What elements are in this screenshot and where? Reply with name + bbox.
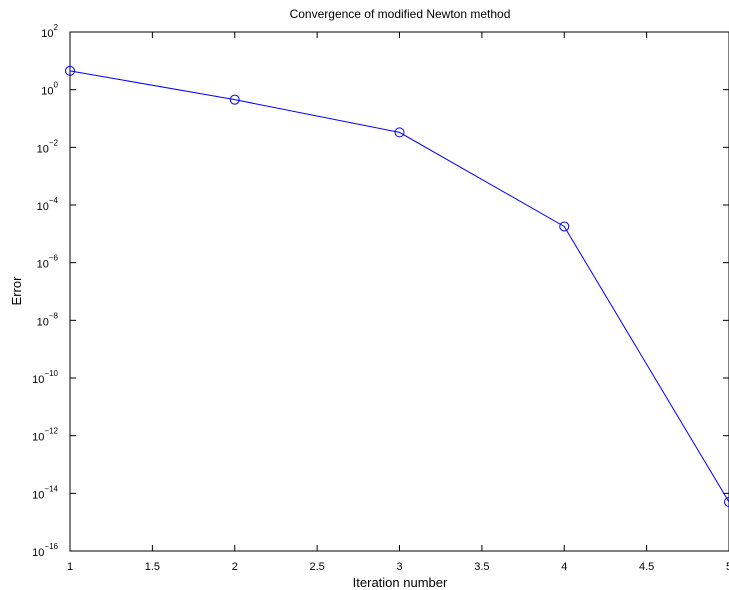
y-tick-exponent: −14 <box>44 484 58 493</box>
x-tick-label: 1 <box>67 561 73 573</box>
y-tick-label: 10−6 <box>37 254 59 271</box>
data-point-marker <box>559 221 570 232</box>
y-tick-exponent: −16 <box>44 542 58 551</box>
y-tick-exponent: −12 <box>44 427 58 436</box>
y-tick-exponent: −4 <box>49 196 59 205</box>
series-line <box>69 70 729 503</box>
y-tick-base: 10 <box>32 547 44 559</box>
y-tick-label: 10−14 <box>32 484 58 501</box>
x-tick-label: 2 <box>232 561 238 573</box>
y-tick-base: 10 <box>37 143 49 155</box>
plot-area <box>69 31 729 552</box>
y-tick-base: 10 <box>32 432 44 444</box>
y-tick-label: 102 <box>41 23 58 40</box>
data-point-marker <box>394 127 405 138</box>
data-point-marker <box>724 497 729 508</box>
chart-title: Convergence of modified Newton method <box>290 7 511 21</box>
y-tick-base: 10 <box>41 86 53 98</box>
x-axis-label: Iteration number <box>353 575 448 590</box>
y-tick-exponent: 2 <box>54 23 59 32</box>
x-tick-label: 4.5 <box>639 561 654 573</box>
x-tick-label: 5 <box>726 561 729 573</box>
x-tick-label: 3.5 <box>474 561 489 573</box>
y-tick-exponent: −10 <box>44 369 58 378</box>
y-tick-label: 10−8 <box>37 311 59 328</box>
y-tick-label: 10−4 <box>37 196 59 213</box>
y-axis-label: Error <box>9 276 24 306</box>
y-tick-label: 10−2 <box>37 138 59 155</box>
series-layer <box>65 65 729 508</box>
x-tick-label: 4 <box>561 561 567 573</box>
y-tick-base: 10 <box>37 259 49 271</box>
y-tick-exponent: −2 <box>49 138 59 147</box>
y-tick-base: 10 <box>32 489 44 501</box>
y-tick-label: 10−16 <box>32 542 58 559</box>
y-tick-label: 100 <box>41 81 58 98</box>
data-point-marker <box>229 94 240 105</box>
data-point-marker <box>65 65 75 76</box>
y-tick-base: 10 <box>32 374 44 386</box>
x-tick-label: 1.5 <box>145 561 160 573</box>
y-tick-label: 10−10 <box>32 369 58 386</box>
y-tick-exponent: −6 <box>49 254 59 263</box>
y-axis: 10210010−210−410−610−810−1010−1210−1410−… <box>32 23 729 559</box>
x-tick-label: 2.5 <box>309 561 324 573</box>
y-tick-base: 10 <box>37 316 49 328</box>
y-tick-exponent: 0 <box>54 81 59 90</box>
x-tick-label: 3 <box>396 561 402 573</box>
y-tick-base: 10 <box>37 201 49 213</box>
x-axis: 1 1.5 2 2.5 3 3.5 4 4.5 5 <box>67 32 729 573</box>
y-tick-base: 10 <box>41 28 53 40</box>
y-tick-label: 10−12 <box>32 427 58 444</box>
y-tick-exponent: −8 <box>49 311 59 320</box>
